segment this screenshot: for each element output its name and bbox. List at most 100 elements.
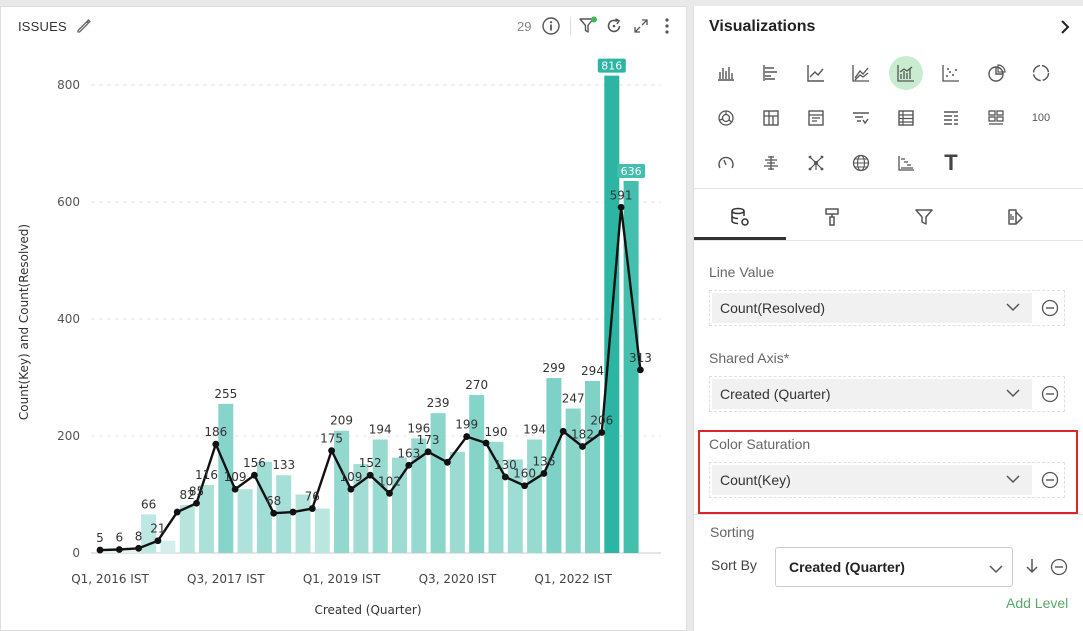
chevron-down-icon[interactable] — [1005, 473, 1021, 485]
line-point[interactable] — [193, 499, 200, 507]
gauge-icon[interactable] — [709, 146, 743, 180]
remove-circle-icon[interactable] — [1041, 385, 1059, 403]
info-icon[interactable] — [541, 16, 561, 36]
line-point[interactable] — [637, 366, 644, 374]
bar[interactable] — [565, 408, 581, 553]
bar[interactable] — [372, 439, 388, 553]
bar[interactable] — [623, 180, 639, 553]
line-point[interactable] — [96, 546, 104, 554]
waterfall-chart-icon[interactable] — [889, 146, 923, 180]
column-chart-icon[interactable] — [709, 56, 743, 90]
table-icon[interactable] — [889, 101, 923, 135]
scatter-chart-icon[interactable] — [934, 56, 968, 90]
line-point[interactable] — [386, 489, 393, 497]
area-chart-icon[interactable] — [844, 56, 878, 90]
line-point[interactable] — [598, 429, 606, 436]
line-point[interactable] — [115, 546, 123, 553]
line-point[interactable] — [579, 443, 586, 450]
line-point[interactable] — [154, 537, 162, 545]
network-graph-icon[interactable] — [799, 146, 833, 180]
line-point[interactable] — [366, 471, 374, 479]
line-point[interactable] — [251, 471, 258, 479]
bar[interactable] — [121, 549, 137, 553]
pie-chart-icon[interactable] — [979, 56, 1013, 90]
line-point[interactable] — [424, 448, 432, 456]
add-level-link[interactable]: Add Level — [1006, 595, 1069, 611]
bar[interactable] — [585, 381, 600, 553]
detail-table-icon[interactable] — [799, 101, 833, 135]
line-point[interactable] — [308, 505, 316, 512]
remove-circle-icon[interactable] — [1041, 471, 1059, 489]
kpi-number-icon[interactable]: 100 — [1024, 101, 1058, 135]
edit-pencil-icon[interactable] — [75, 17, 93, 35]
sunburst-chart-icon[interactable] — [709, 101, 743, 135]
remove-circle-icon[interactable] — [1041, 299, 1059, 317]
bar[interactable] — [449, 451, 465, 553]
bar[interactable] — [237, 489, 253, 553]
line-point[interactable] — [559, 427, 567, 435]
line-point[interactable] — [212, 440, 220, 448]
text-icon[interactable]: T — [934, 146, 968, 180]
line-point[interactable] — [463, 433, 471, 440]
line-point[interactable] — [617, 203, 625, 211]
bar-chart-icon[interactable] — [754, 56, 788, 90]
bar[interactable] — [160, 540, 176, 553]
globe-map-icon[interactable] — [844, 146, 878, 180]
line-point[interactable] — [405, 461, 413, 469]
tab-analytics[interactable] — [970, 194, 1062, 240]
bar[interactable] — [256, 461, 272, 553]
ring-chart-icon[interactable] — [1024, 56, 1058, 90]
line-point[interactable] — [289, 508, 297, 516]
combo-chart-icon[interactable] — [889, 56, 923, 90]
tree-chart-icon[interactable] — [754, 146, 788, 180]
line-point[interactable] — [347, 485, 355, 493]
bar[interactable] — [218, 403, 234, 553]
expand-icon[interactable] — [631, 16, 651, 36]
bar[interactable] — [353, 464, 369, 553]
bar[interactable] — [430, 413, 446, 553]
line-value-field[interactable]: Count(Resolved) — [712, 293, 1032, 323]
funnel-chart-icon[interactable] — [844, 101, 878, 135]
filter-active-icon[interactable] — [578, 16, 598, 36]
line-point[interactable] — [270, 509, 278, 517]
bar[interactable] — [276, 475, 292, 553]
pivot-table-icon[interactable] — [754, 101, 788, 135]
chevron-down-icon[interactable] — [1005, 301, 1021, 313]
bar[interactable] — [469, 395, 485, 553]
remove-circle-icon[interactable] — [1050, 558, 1068, 576]
tab-format[interactable] — [786, 194, 878, 240]
bar[interactable] — [546, 378, 562, 553]
shared-axis-field[interactable]: Created (Quarter) — [712, 379, 1032, 409]
bar[interactable] — [488, 441, 504, 553]
line-point[interactable] — [540, 470, 548, 477]
color-saturation-field[interactable]: Count(Key) — [712, 465, 1032, 495]
chevron-down-icon[interactable] — [1005, 387, 1021, 399]
card-icon[interactable] — [979, 101, 1013, 135]
bar[interactable] — [334, 430, 350, 553]
line-point[interactable] — [501, 473, 509, 481]
sort-descending-icon[interactable] — [1024, 556, 1040, 576]
line-point[interactable] — [482, 439, 490, 447]
bar[interactable] — [102, 550, 118, 553]
line-point[interactable] — [328, 447, 335, 455]
line-point[interactable] — [521, 482, 528, 490]
tab-filter[interactable] — [878, 194, 970, 240]
bar[interactable] — [314, 508, 330, 553]
line-point[interactable] — [444, 458, 451, 466]
line-chart-icon[interactable] — [799, 56, 833, 90]
more-options-icon[interactable] — [657, 16, 677, 36]
bar[interactable] — [411, 438, 427, 553]
line-point[interactable] — [231, 485, 239, 493]
chevron-down-icon[interactable] — [988, 563, 1004, 575]
chevron-right-icon[interactable] — [1057, 18, 1073, 36]
line-point[interactable] — [135, 544, 143, 552]
bar[interactable] — [179, 505, 195, 553]
bar[interactable] — [392, 457, 407, 553]
refresh-icon[interactable] — [604, 16, 624, 36]
tab-data[interactable] — [694, 194, 786, 240]
list-icon[interactable] — [934, 101, 968, 135]
bar[interactable] — [199, 485, 214, 553]
line-point[interactable] — [173, 508, 181, 516]
sort-by-select[interactable]: Created (Quarter) — [775, 547, 1013, 587]
bar[interactable] — [527, 439, 543, 553]
